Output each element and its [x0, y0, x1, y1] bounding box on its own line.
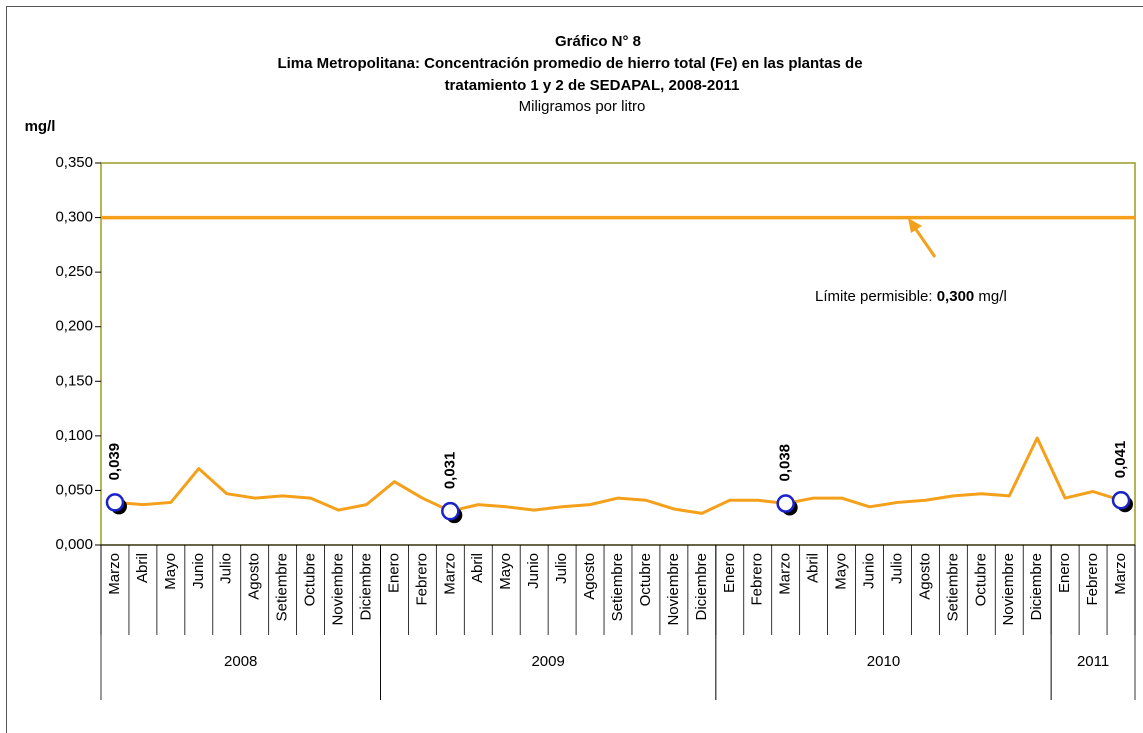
group-label: 2010 — [867, 653, 900, 670]
x-tick-label: Setiembre — [274, 553, 291, 621]
x-tick-label: Enero — [385, 553, 402, 593]
chart-title: Lima Metropolitana: Concentración promed… — [277, 55, 862, 72]
data-label: 0,031 — [441, 452, 458, 490]
x-tick-label: Mayo — [162, 553, 179, 590]
x-tick-label: Enero — [1056, 553, 1073, 593]
x-tick-label: Julio — [218, 553, 235, 584]
marker — [441, 501, 460, 521]
annotation-value: 0,300 — [937, 288, 975, 305]
x-tick-label: Marzo — [106, 553, 123, 595]
data-label: 0,038 — [777, 444, 794, 482]
x-tick-label: Octubre — [302, 553, 319, 606]
x-tick-label: Febrero — [749, 553, 766, 606]
y-tick-label: 0,300 — [55, 209, 93, 226]
y-tick-label: 0,050 — [55, 481, 93, 498]
marker — [105, 493, 125, 512]
marker — [776, 494, 795, 513]
group-label: 2009 — [531, 653, 564, 670]
x-tick-label: Abril — [469, 553, 486, 583]
chart-title: tratamiento 1 y 2 de SEDAPAL, 2008-2011 — [445, 77, 740, 94]
y-tick-label: 0,150 — [55, 372, 93, 389]
data-label: 0,041 — [1112, 441, 1129, 479]
y-tick-label: 0,100 — [55, 427, 93, 444]
x-tick-label: Noviembre — [330, 553, 347, 626]
x-tick-label: Mayo — [833, 553, 850, 590]
x-tick-label: Febrero — [413, 553, 430, 606]
x-tick-label: Junio — [525, 553, 542, 589]
annotation-text: mg/l — [974, 288, 1007, 305]
x-tick-label: Noviembre — [665, 553, 682, 626]
x-tick-label: Enero — [721, 553, 738, 593]
x-tick-label: Diciembre — [357, 553, 374, 621]
chart-title: Gráfico N° 8 — [555, 33, 641, 50]
x-tick-label: Mayo — [497, 553, 514, 590]
annotation: Límite permisible: 0,300 mg/l — [815, 288, 1007, 305]
x-tick-label: Octubre — [972, 553, 989, 606]
annotation-text: Límite permisible: — [815, 288, 937, 305]
x-tick-label: Febrero — [1084, 553, 1101, 606]
annotation-arrow — [913, 227, 937, 258]
x-tick-label: Agosto — [246, 553, 263, 600]
subtitle: Miligramos por litro — [519, 98, 646, 115]
x-tick-label: Abril — [805, 553, 822, 583]
x-tick-label: Octubre — [637, 553, 654, 606]
x-tick-label: Diciembre — [1028, 553, 1045, 621]
y-tick-label: 0,350 — [55, 154, 93, 171]
x-tick-label: Setiembre — [944, 553, 961, 621]
x-tick-label: Junio — [860, 553, 877, 589]
group-label: 2008 — [224, 653, 257, 670]
y-tick-label: 0,000 — [55, 536, 93, 553]
x-tick-label: Marzo — [777, 553, 794, 595]
x-tick-label: Agosto — [581, 553, 598, 600]
x-tick-label: Diciembre — [693, 553, 710, 621]
y-axis-label: mg/l — [25, 118, 56, 135]
x-tick-label: Marzo — [441, 553, 458, 595]
x-tick-label: Julio — [553, 553, 570, 584]
marker — [1111, 491, 1131, 510]
y-tick-label: 0,250 — [55, 263, 93, 280]
frame — [6, 6, 1143, 733]
data-label: 0,039 — [106, 443, 123, 481]
y-tick-label: 0,200 — [55, 318, 93, 335]
x-tick-label: Agosto — [916, 553, 933, 600]
group-label: 2011 — [1077, 653, 1109, 670]
series-line — [114, 436, 1122, 515]
x-tick-label: Marzo — [1112, 553, 1129, 595]
x-tick-label: Abril — [134, 553, 151, 583]
x-tick-label: Noviembre — [1000, 553, 1017, 626]
x-tick-label: Junio — [190, 553, 207, 589]
annotation-arrowhead — [908, 218, 922, 233]
plot-area — [100, 162, 1136, 546]
x-tick-label: Julio — [888, 553, 905, 584]
x-tick-label: Setiembre — [609, 553, 626, 621]
